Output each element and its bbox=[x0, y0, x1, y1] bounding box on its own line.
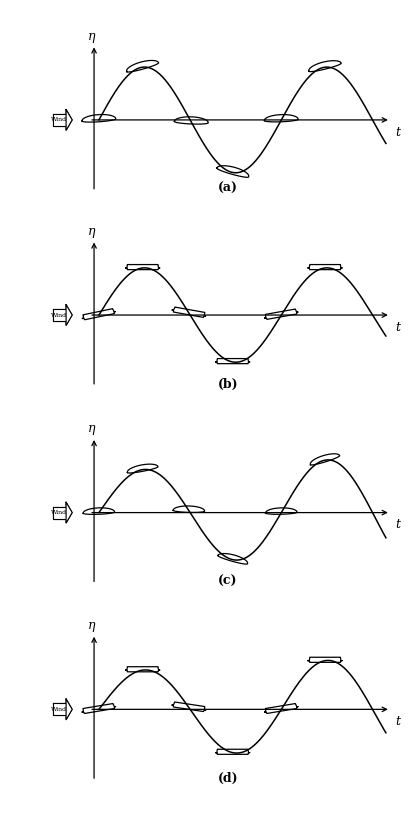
Text: η: η bbox=[88, 224, 96, 237]
Polygon shape bbox=[53, 506, 66, 519]
Text: t: t bbox=[396, 320, 401, 333]
Polygon shape bbox=[66, 699, 72, 720]
Text: Wind: Wind bbox=[52, 706, 67, 712]
Text: (a): (a) bbox=[218, 182, 238, 195]
Text: (c): (c) bbox=[218, 575, 238, 588]
Text: Wind: Wind bbox=[52, 117, 67, 123]
Text: t: t bbox=[396, 715, 401, 728]
Polygon shape bbox=[53, 703, 66, 715]
Polygon shape bbox=[66, 502, 72, 523]
Text: t: t bbox=[396, 518, 401, 531]
Polygon shape bbox=[66, 305, 72, 325]
Text: (b): (b) bbox=[217, 377, 238, 390]
Polygon shape bbox=[53, 309, 66, 321]
Text: t: t bbox=[396, 125, 401, 138]
Polygon shape bbox=[66, 110, 72, 130]
Text: (d): (d) bbox=[217, 772, 238, 785]
Text: η: η bbox=[88, 29, 96, 42]
Text: η: η bbox=[88, 422, 96, 435]
Text: Wind: Wind bbox=[52, 510, 67, 515]
Polygon shape bbox=[53, 114, 66, 126]
Text: Wind: Wind bbox=[52, 312, 67, 318]
Text: η: η bbox=[88, 619, 96, 632]
